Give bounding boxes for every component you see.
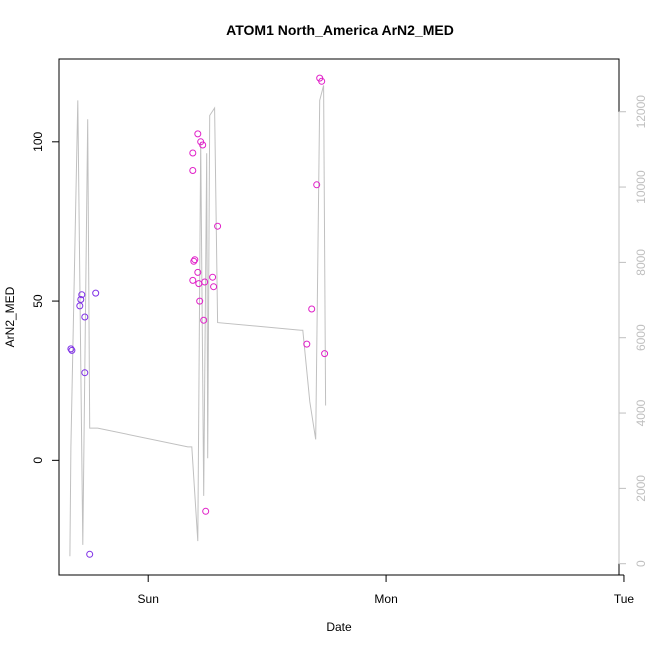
- y-tick-label: 100: [31, 131, 45, 151]
- data-point: [194, 130, 202, 138]
- y-tick-label: 50: [31, 294, 45, 308]
- x-tick-label: Tue: [614, 592, 635, 606]
- x-axis-label: Date: [326, 620, 352, 634]
- data-point: [78, 291, 86, 299]
- data-point: [81, 369, 89, 377]
- y-axis: 0 50 100: [31, 131, 60, 464]
- y-axis-label: ArN2_MED: [3, 286, 17, 347]
- data-point: [92, 289, 100, 297]
- data-point: [196, 297, 204, 305]
- data-point: [318, 77, 326, 85]
- x-tick-label: Mon: [374, 592, 397, 606]
- y2-axis: 0 2000 4000 6000 8000 10000 12000: [618, 95, 648, 567]
- x-axis: Sun Mon Tue: [138, 574, 635, 606]
- data-point: [189, 167, 197, 174]
- data-point: [210, 283, 218, 291]
- y2-tick-label: 0: [634, 560, 648, 567]
- data-point: [321, 350, 329, 358]
- data-point: [209, 273, 217, 281]
- y2-tick-label: 8000: [634, 249, 648, 276]
- x-tick-label: Sun: [138, 592, 159, 606]
- data-point: [199, 141, 207, 149]
- data-point: [313, 181, 321, 189]
- data-point: [189, 276, 197, 284]
- data-point: [201, 278, 209, 286]
- y-tick-label: 0: [31, 457, 45, 464]
- series-line: [69, 85, 327, 557]
- y2-tick-label: 10000: [634, 170, 648, 204]
- series-points-group: [67, 74, 329, 558]
- data-point: [303, 340, 311, 348]
- data-point: [194, 268, 202, 276]
- data-point: [214, 222, 222, 230]
- data-point: [189, 149, 197, 157]
- y2-tick-label: 12000: [634, 95, 648, 129]
- y2-tick-label: 2000: [634, 475, 648, 502]
- plot-area-frame: [58, 58, 620, 576]
- data-point: [195, 280, 203, 288]
- data-point: [81, 313, 89, 321]
- data-point: [202, 507, 210, 515]
- y2-tick-label: 6000: [634, 324, 648, 351]
- data-point: [68, 346, 76, 354]
- data-point: [77, 296, 85, 303]
- data-point: [308, 305, 316, 313]
- data-point: [67, 345, 75, 353]
- chart-title: ATOM1 North_America ArN2_MED: [226, 22, 454, 38]
- data-point: [191, 256, 199, 264]
- y2-tick-label: 4000: [634, 399, 648, 426]
- data-point: [86, 550, 94, 558]
- data-point: [190, 257, 198, 265]
- series-line-group: [69, 85, 327, 557]
- data-point: [200, 316, 208, 324]
- data-point: [76, 302, 84, 310]
